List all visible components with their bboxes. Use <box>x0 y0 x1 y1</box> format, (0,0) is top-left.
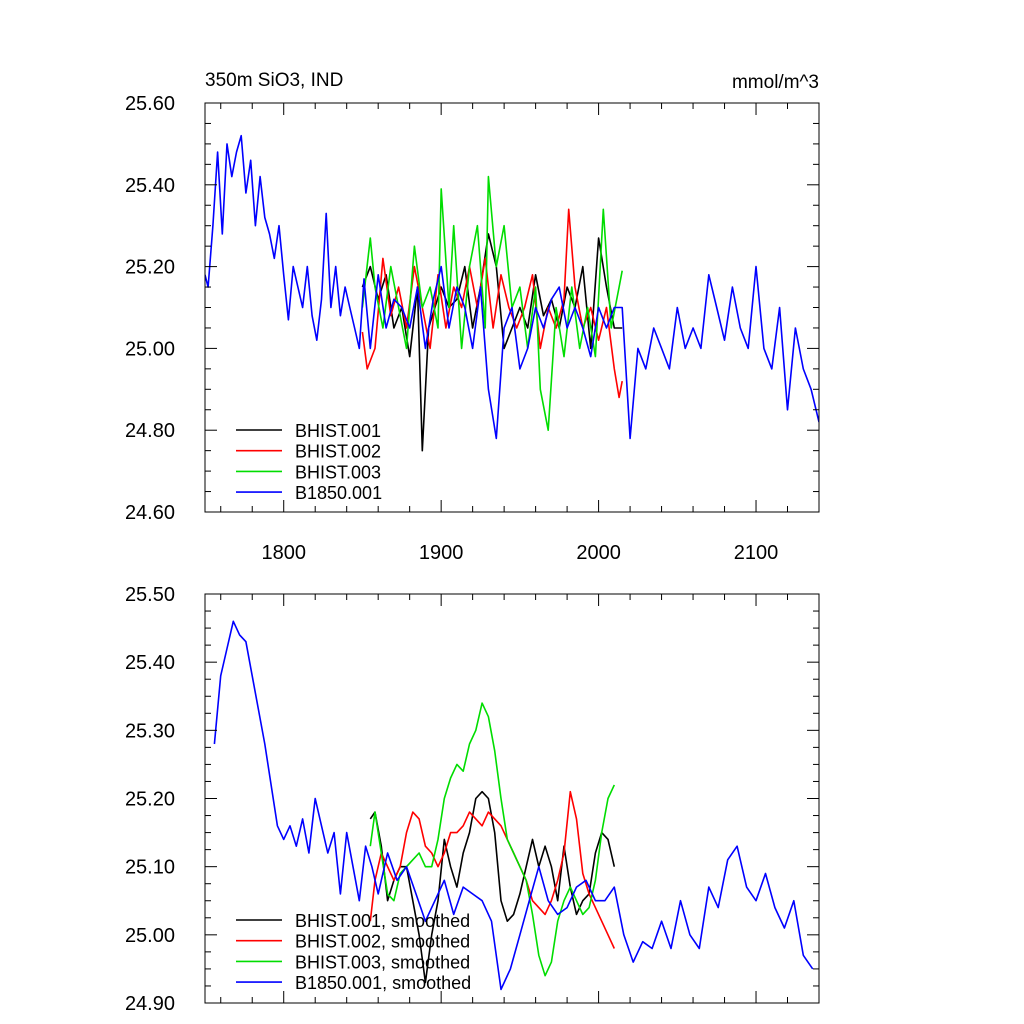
bottom-legend-label-2: BHIST.003, smoothed <box>295 952 470 972</box>
bottom-legend-label-0: BHIST.001, smoothed <box>295 911 470 931</box>
bottom-y-tick-label: 25.00 <box>125 925 175 947</box>
top-y-tick-label: 24.80 <box>125 420 175 442</box>
bottom-series-group <box>213 620 814 991</box>
bottom-y-tick-label: 24.90 <box>125 993 175 1015</box>
top-x-tick-label: 2100 <box>734 542 779 564</box>
top-y-tick-label: 25.60 <box>125 93 175 115</box>
top-series-line-3 <box>205 134 819 440</box>
bottom-y-tick-label: 25.40 <box>125 652 175 674</box>
bottom-y-tick-label: 25.30 <box>125 720 175 742</box>
chart-units-label: mmol/m^3 <box>732 72 819 93</box>
top-y-tick-label: 25.20 <box>125 257 175 279</box>
top-legend-label-2: BHIST.003 <box>295 462 381 482</box>
bottom-y-tick-label: 25.20 <box>125 789 175 811</box>
top-legend-label-0: BHIST.001 <box>295 421 381 441</box>
top-series-group <box>205 134 819 452</box>
bottom-y-tick-label: 25.50 <box>125 584 175 606</box>
top-legend-label-1: BHIST.002 <box>295 442 381 462</box>
top-legend-label-3: B1850.001 <box>295 483 382 503</box>
bottom-y-tick-label: 25.10 <box>125 857 175 879</box>
bottom-legend-label-3: B1850.001, smoothed <box>295 973 471 993</box>
bottom-series-line-3 <box>213 620 814 991</box>
top-series-line-1 <box>361 208 623 399</box>
top-series-line-2 <box>361 175 623 431</box>
top-y-tick-label: 25.40 <box>125 175 175 197</box>
bottom-panel: 24.90 25.00 25.10 25.20 25.30 25.40 25.50 BHIST… <box>125 584 820 1015</box>
bottom-legend-label-1: BHIST.002, smoothed <box>295 932 470 952</box>
top-x-tick-label: 1800 <box>261 542 306 564</box>
top-x-tick-label: 1900 <box>419 542 464 564</box>
bottom-series-line-1 <box>369 790 616 949</box>
top-y-tick-label: 24.60 <box>125 502 175 524</box>
top-panel: 24.60 24.80 25.00 25.20 25.40 25.60 1800 1900 20… <box>125 93 820 564</box>
top-y-tick-label: 25.00 <box>125 338 175 360</box>
top-x-tick-label: 2000 <box>576 542 621 564</box>
chart-title-left: 350m SiO3, IND <box>205 70 343 91</box>
